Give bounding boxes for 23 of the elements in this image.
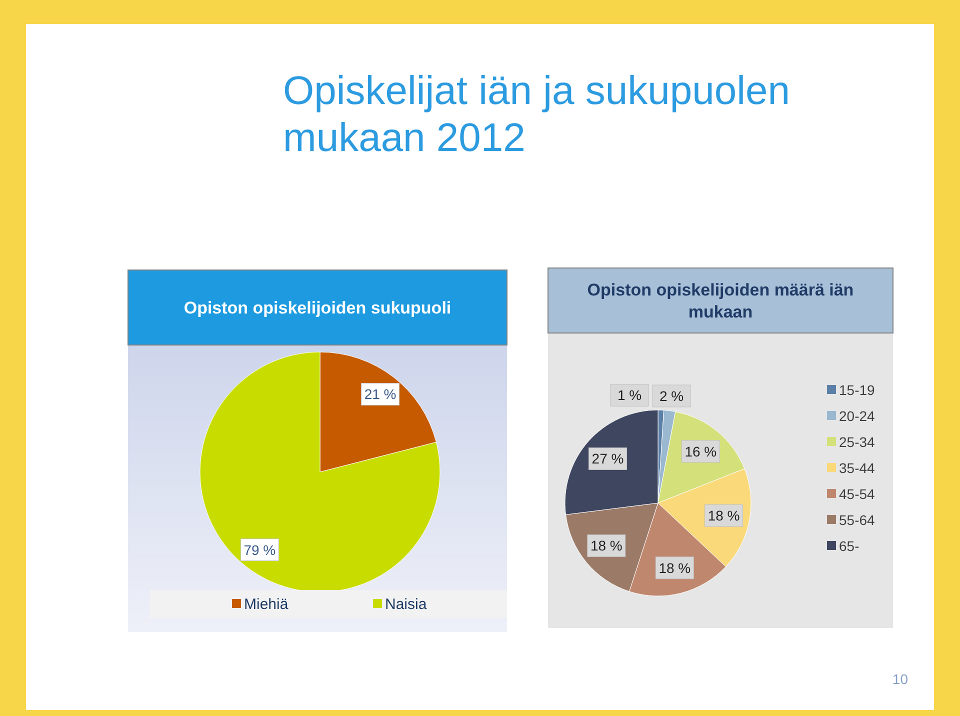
data-label: 18 % <box>590 538 622 554</box>
legend-label: 25-34 <box>839 434 876 450</box>
data-label: 27 % <box>592 450 624 467</box>
chart-title: Opiston opiskelijoiden määrä iän mukaan <box>587 280 854 322</box>
data-label: 21 % <box>364 386 396 402</box>
data-label: 2 % <box>659 388 684 404</box>
legend-label: Naisia <box>385 596 428 613</box>
legend-label: 20-24 <box>839 408 876 424</box>
pie-slice <box>200 352 440 592</box>
legend-label: Miehiä <box>244 596 289 613</box>
data-label: 1 % <box>617 387 642 404</box>
legend-label: 15-19 <box>839 382 876 398</box>
legend-label: 35-44 <box>839 460 876 476</box>
text: Opiskelijat iän ja sukupuolen mukaan 2012 <box>283 69 790 160</box>
text: 10 <box>892 671 908 687</box>
legend-label: 65- <box>839 538 860 554</box>
chart-title: Opiston opiskelijoiden sukupuoli <box>184 298 452 318</box>
data-label: 18 % <box>708 508 740 524</box>
data-label: 79 % <box>244 542 276 558</box>
legend-label: 45-54 <box>839 486 876 502</box>
data-label: 16 % <box>684 443 717 460</box>
legend-label: 55-64 <box>839 512 876 528</box>
data-label: 18 % <box>658 560 691 576</box>
